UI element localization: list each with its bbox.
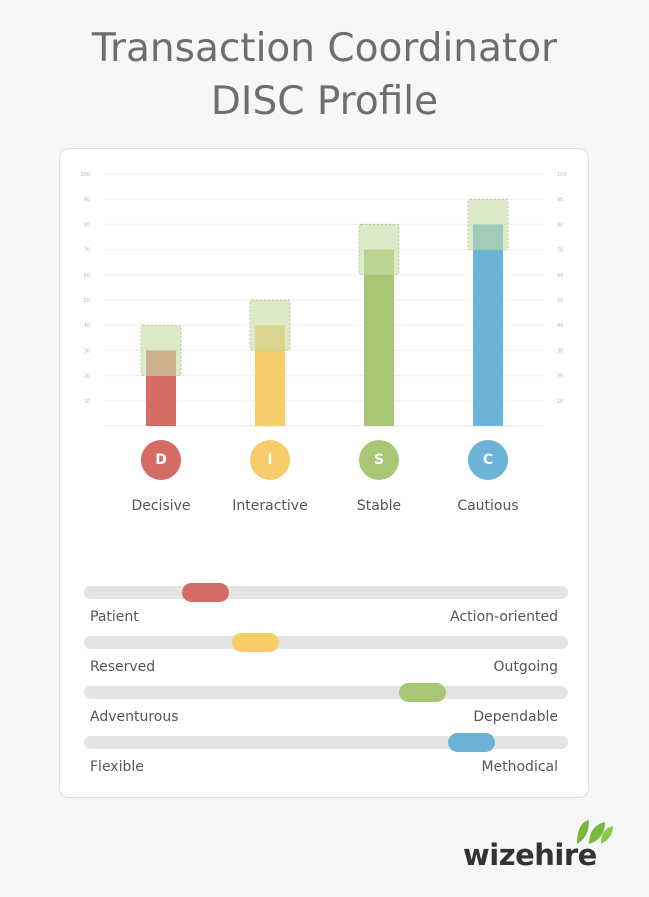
slider-track-adventurous-dependable — [84, 683, 568, 702]
y-tick-label-left: 50 — [84, 298, 90, 304]
category-name-c: Cautious — [457, 498, 519, 514]
leaf-logo-mark — [577, 820, 613, 844]
category-name-s: Stable — [356, 498, 402, 514]
slider-label-left: Adventurous — [90, 709, 179, 725]
slider-label-left: Patient — [90, 609, 139, 625]
slider-label-right: Action-oriented — [450, 609, 558, 625]
y-tick-label-right: 90 — [557, 197, 563, 203]
bar-s — [364, 249, 394, 426]
y-tick-label-right: 40 — [557, 323, 563, 329]
y-tick-label-left: 40 — [84, 323, 90, 329]
y-tick-label-right: 20 — [557, 374, 563, 380]
ideal-range-s — [358, 223, 400, 276]
y-tick-label-left: 90 — [84, 197, 90, 203]
y-tick-label-right: 70 — [557, 248, 563, 254]
page-title-line-2: DISC Profile — [210, 79, 439, 124]
slider-knob-flexible-methodical — [447, 733, 495, 752]
page-title-line-1: Transaction Coordinator — [91, 26, 558, 71]
category-name-d: Decisive — [131, 498, 191, 514]
slider-knob-reserved-outgoing — [232, 633, 280, 652]
slider-track-reserved-outgoing — [84, 633, 568, 652]
logo-wordmark: wizehire — [463, 838, 597, 872]
slider-label-left: Reserved — [90, 659, 156, 675]
y-tick-label-right: 100 — [557, 172, 567, 178]
y-tick-label-left: 30 — [84, 348, 90, 354]
slider-track-flexible-methodical — [84, 733, 568, 752]
y-tick-label-left: 70 — [84, 248, 90, 254]
ideal-range-c — [467, 198, 509, 251]
slider-knob-adventurous-dependable — [399, 683, 447, 702]
slider-label-right: Dependable — [473, 709, 558, 725]
y-tick-label-right: 80 — [557, 222, 563, 228]
y-tick-label-right: 30 — [557, 348, 563, 354]
y-tick-label-right: 50 — [557, 298, 563, 304]
category-name-i: Interactive — [232, 498, 308, 514]
y-tick-label-left: 60 — [84, 273, 90, 279]
y-tick-label-right: 10 — [557, 399, 563, 405]
wizehire-logo: wizehire — [463, 818, 623, 873]
y-tick-label-right: 60 — [557, 273, 563, 279]
ideal-range-d — [140, 324, 182, 377]
slider-knob-patient-action — [181, 583, 229, 602]
ideal-range-i — [249, 299, 291, 351]
slider-track-patient-action — [84, 583, 568, 602]
y-tick-label-left: 20 — [84, 374, 90, 380]
slider-label-right: Methodical — [481, 759, 558, 775]
bar-c — [473, 224, 503, 426]
category-circle-d: D — [141, 440, 181, 480]
category-circle-c: C — [468, 440, 508, 480]
y-tick-label-left: 80 — [84, 222, 90, 228]
category-circle-s: S — [359, 440, 399, 480]
profile-card: 10 10 20 20 30 30 40 40 50 50 60 60 70 70 80 80 90 90 100 1… — [59, 148, 589, 798]
category-circle-i: I — [250, 440, 290, 480]
slider-label-left: Flexible — [90, 759, 144, 775]
y-tick-label-left: 10 — [84, 399, 90, 405]
disc-bar-chart: 10 10 20 20 30 30 40 40 50 50 60 60 70 70 80 80 90 90 100 1… — [80, 172, 567, 427]
slider-label-right: Outgoing — [493, 659, 558, 675]
y-tick-label-left: 100 — [80, 172, 90, 178]
